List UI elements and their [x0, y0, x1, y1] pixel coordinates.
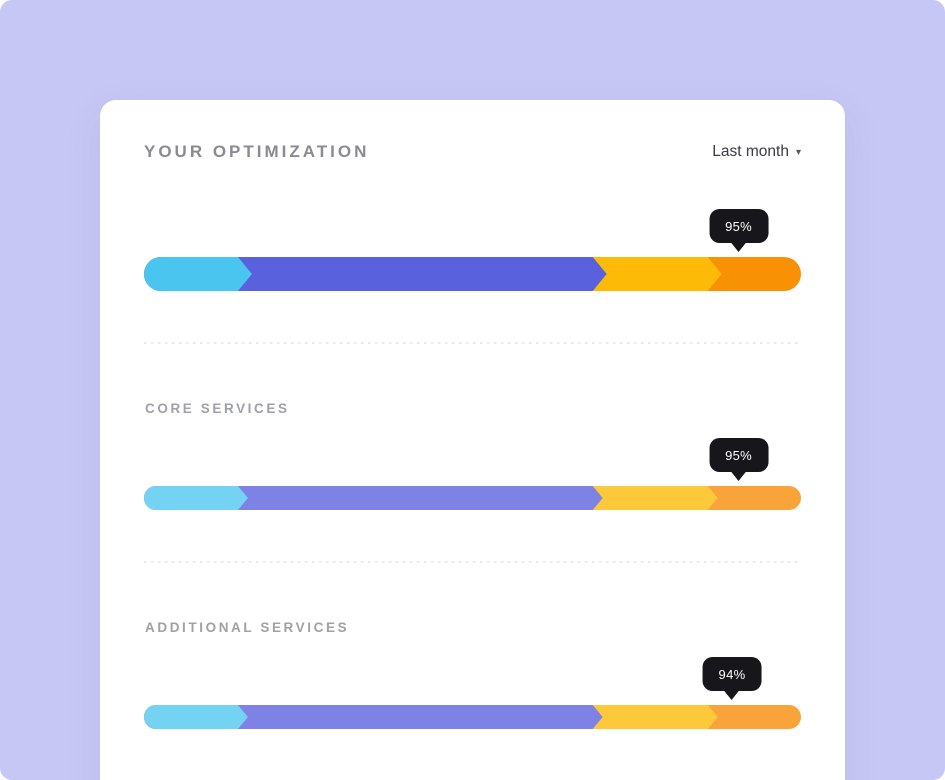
bar-section-core-services: CORE SERVICES 95%	[144, 401, 801, 510]
progress-bar	[144, 486, 801, 510]
bar-section-additional-services: ADDITIONAL SERVICES 94%	[144, 620, 801, 729]
dashed-separator	[144, 561, 801, 563]
chevron-down-icon: ▾	[795, 147, 801, 158]
bars-container: 95% CORE SERVICES 95% ADDITIONAL SERVICES 94…	[144, 209, 801, 729]
page-title: YOUR OPTIMIZATION	[144, 142, 370, 161]
bar-segment-cyan	[144, 257, 252, 291]
bar-segment-cyan	[144, 705, 248, 729]
section-label: CORE SERVICES	[145, 401, 290, 416]
progress-bar	[144, 257, 801, 291]
period-dropdown[interactable]: Last month ▾	[712, 143, 801, 161]
optimization-card: YOUR OPTIMIZATION Last month ▾ 95% CORE S…	[100, 100, 845, 780]
tooltip-row: 94%	[144, 657, 801, 705]
value-tooltip: 94%	[702, 657, 762, 691]
progress-bar	[144, 705, 801, 729]
bar-section-overall-optimization: 95%	[144, 209, 801, 291]
section-label: ADDITIONAL SERVICES	[145, 620, 350, 635]
card-header: YOUR OPTIMIZATION Last month ▾	[144, 142, 801, 162]
value-tooltip: 95%	[709, 438, 769, 472]
tooltip-row: 95%	[144, 438, 801, 486]
period-dropdown-label: Last month	[712, 143, 789, 160]
dashed-separator	[144, 342, 801, 344]
value-tooltip: 95%	[709, 209, 769, 243]
tooltip-row: 95%	[144, 209, 801, 257]
bar-segment-cyan	[144, 486, 248, 510]
